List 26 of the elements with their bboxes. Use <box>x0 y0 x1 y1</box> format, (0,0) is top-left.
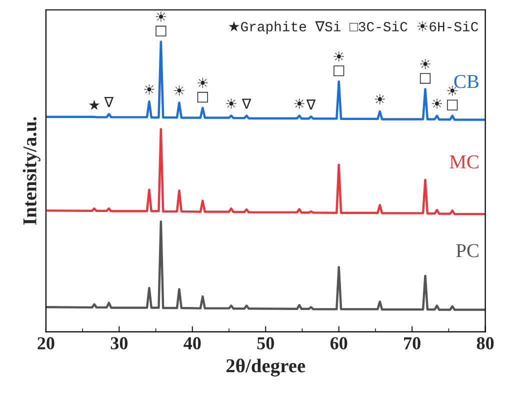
x-tick-label: 50 <box>257 337 274 350</box>
annotation: ∇ <box>306 100 316 110</box>
annotation: ☀ <box>226 98 236 109</box>
annotation: ∇ <box>242 98 252 109</box>
series-label: PC <box>456 244 478 258</box>
text: ★Graphite ∇Si □3C-SiC ☀6H-SiC <box>228 21 478 34</box>
annotation: ★ <box>88 100 100 110</box>
x-tick-label: 70 <box>404 337 420 350</box>
y-axis-title: Intensity/a.u. <box>22 117 40 225</box>
x-tick-label: 80 <box>476 337 494 350</box>
x-tick-label: 30 <box>110 337 128 350</box>
annotation: ☀ <box>144 84 154 94</box>
annotation: ☀ □ <box>156 12 166 36</box>
x-tick-label: 40 <box>184 337 201 350</box>
annotation: ∇ <box>104 96 114 107</box>
x-tick-label: 20 <box>38 337 54 350</box>
annotation: ☀ <box>294 98 304 109</box>
annotation: ☀ <box>432 98 442 109</box>
annotation: ☀ <box>374 94 385 104</box>
annotation: ☀ □ <box>420 58 431 84</box>
annotation: ☀ <box>174 86 184 96</box>
series-label: MC <box>450 155 478 168</box>
annotation: ☀ □ <box>334 51 344 76</box>
x-tick-label: 60 <box>330 337 348 350</box>
annotation: ☀ □ <box>197 78 208 103</box>
x-axis-title: 2θ/degree <box>226 358 306 376</box>
